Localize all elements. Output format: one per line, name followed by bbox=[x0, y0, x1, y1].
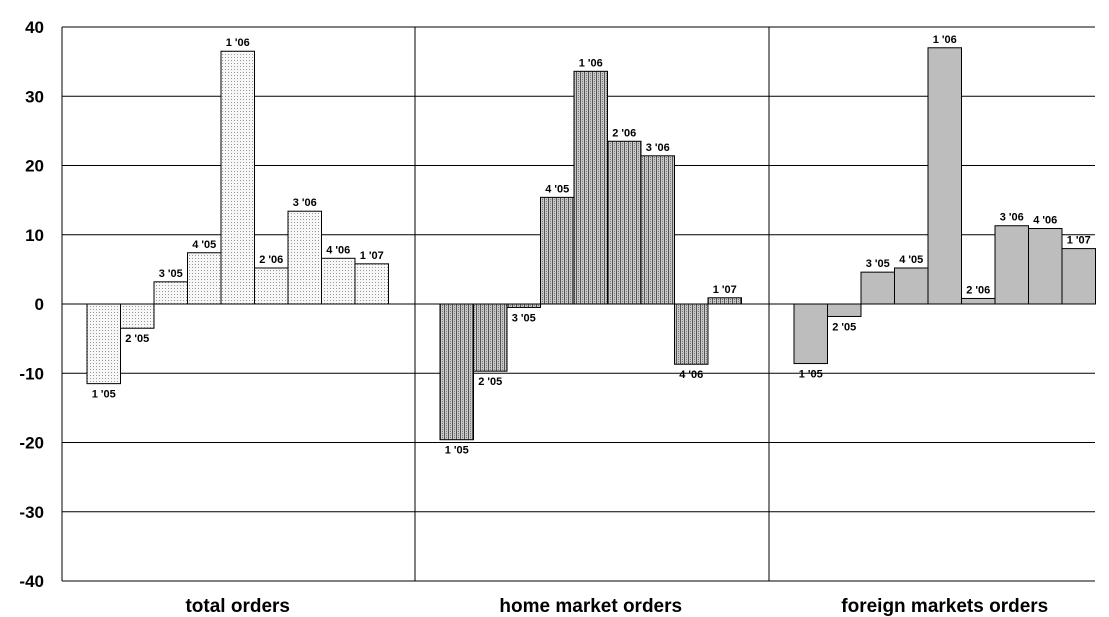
bar-label: 3 '05 bbox=[866, 258, 890, 270]
bar bbox=[120, 303, 155, 329]
bar bbox=[894, 267, 929, 305]
group-label: foreign markets orders bbox=[841, 596, 1048, 617]
bar bbox=[674, 303, 709, 365]
bar-labels: 1 '05 2 '05 3 '05 4 '05 1 '06 2 '06 3 '06 4 '06… bbox=[92, 34, 1091, 457]
bar-label: 4 '05 bbox=[545, 183, 569, 195]
group-label: home market orders bbox=[499, 596, 682, 617]
y-tick-label: 40 bbox=[25, 18, 44, 37]
bar bbox=[961, 297, 996, 305]
bar bbox=[1061, 248, 1096, 305]
bar-label: 3 '06 bbox=[1000, 212, 1024, 224]
bar-label: 3 '05 bbox=[512, 312, 536, 324]
bar-label: 1 '05 bbox=[92, 389, 116, 401]
bar bbox=[439, 303, 474, 441]
bar bbox=[860, 271, 895, 305]
bar bbox=[994, 225, 1029, 305]
bar-label: 1 '06 bbox=[226, 37, 250, 49]
y-tick-label: -10 bbox=[19, 364, 44, 383]
y-axis: 40 30 20 10 0 -10 -20 -30 -40 bbox=[19, 18, 44, 591]
bar-label: 4 '05 bbox=[192, 239, 216, 251]
bar bbox=[86, 303, 121, 385]
bar bbox=[473, 303, 508, 372]
bar bbox=[220, 50, 255, 305]
bar-label: 2 '05 bbox=[478, 376, 502, 388]
y-tick-label: 30 bbox=[25, 87, 44, 106]
bar-label: 2 '06 bbox=[612, 127, 636, 139]
bar bbox=[506, 303, 541, 308]
bar bbox=[793, 303, 828, 365]
y-tick-label: -40 bbox=[19, 572, 44, 591]
y-tick-label: 20 bbox=[25, 157, 44, 176]
bar-label: 4 '05 bbox=[899, 254, 923, 266]
bar bbox=[187, 252, 222, 305]
bar-label: 4 '06 bbox=[1033, 215, 1057, 227]
bar-label: 3 '06 bbox=[646, 142, 670, 154]
group-labels: total orders home market orders foreign ma… bbox=[185, 596, 1048, 617]
bar-label: 4 '06 bbox=[326, 244, 350, 256]
bar bbox=[287, 210, 322, 305]
bar-label: 1 '06 bbox=[579, 57, 603, 69]
bar bbox=[540, 196, 575, 305]
bar bbox=[640, 155, 675, 305]
bar bbox=[153, 281, 188, 305]
bar bbox=[607, 140, 642, 305]
bar-label: 3 '05 bbox=[159, 268, 183, 280]
bar bbox=[927, 47, 962, 305]
bar-label: 3 '06 bbox=[293, 197, 317, 209]
bars bbox=[86, 47, 1096, 441]
y-tick-label: -20 bbox=[19, 434, 44, 453]
bar bbox=[254, 267, 289, 305]
bar bbox=[1028, 228, 1063, 305]
bar-label: 2 '06 bbox=[966, 284, 990, 296]
bar-label: 4 '06 bbox=[679, 369, 703, 381]
bar-label: 1 '06 bbox=[933, 34, 957, 46]
bar-label: 1 '07 bbox=[713, 284, 737, 296]
bar-label: 2 '05 bbox=[832, 321, 856, 333]
y-tick-label: 10 bbox=[25, 226, 44, 245]
y-tick-label: -30 bbox=[19, 503, 44, 522]
bar-label: 1 '05 bbox=[445, 445, 469, 457]
bar-label: 2 '05 bbox=[125, 333, 149, 345]
bar-label: 1 '05 bbox=[799, 369, 823, 381]
bar bbox=[707, 297, 742, 305]
bar bbox=[321, 257, 356, 305]
bar bbox=[827, 303, 862, 317]
bar bbox=[354, 263, 389, 305]
bar-label: 2 '06 bbox=[259, 254, 283, 266]
bar-label: 1 '07 bbox=[360, 250, 384, 262]
y-tick-label: 0 bbox=[35, 295, 44, 314]
bar bbox=[573, 70, 608, 305]
group-label: total orders bbox=[185, 596, 290, 617]
bar-label: 1 '07 bbox=[1067, 235, 1091, 247]
